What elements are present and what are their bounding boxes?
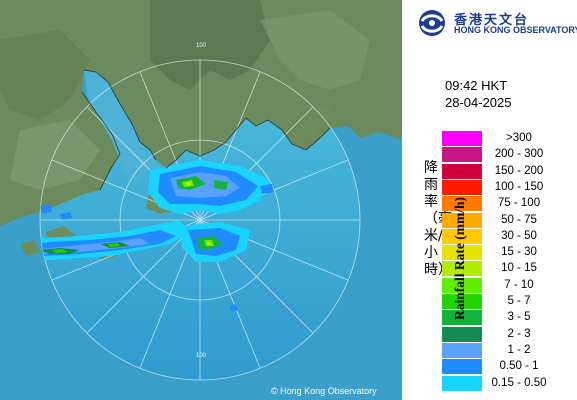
legend-label: 0.15 - 0.50	[491, 376, 547, 389]
legend-label: 5 - 7	[507, 295, 531, 307]
hko-logo-icon	[419, 10, 445, 36]
legend-swatch	[442, 196, 482, 212]
legend-label: 15 - 30	[501, 246, 537, 259]
legend-swatch	[442, 277, 482, 293]
legend-swatch	[442, 375, 482, 391]
legend-swatch	[442, 179, 482, 195]
observation-date: 28-04-2025	[445, 95, 512, 110]
legend-swatch	[442, 228, 482, 244]
legend-label: 2 - 3	[507, 327, 531, 340]
observation-time: 09:42 HKT	[445, 78, 508, 93]
legend-label: 3 - 5	[507, 311, 531, 324]
legend-title-english: Rainfall Rate (mm/h)	[452, 197, 467, 320]
legend-swatch	[442, 245, 482, 261]
legend-swatch	[442, 212, 482, 228]
legend-label: 150 - 200	[494, 164, 544, 177]
legend-swatch	[442, 326, 482, 342]
range-grid	[39, 59, 361, 381]
legend-swatch	[442, 359, 482, 375]
rain-echoes	[40, 160, 274, 312]
legend-swatch	[442, 310, 482, 326]
pearl-river-estuary	[84, 70, 156, 180]
copyright-text: © Hong Kong Observatory	[271, 386, 377, 396]
coastlines	[81, 69, 331, 191]
legend-label: 7 - 10	[504, 278, 534, 291]
legend-swatch	[442, 294, 482, 309]
legend-label: 75 - 100	[497, 197, 541, 210]
legend-label: 200 - 300	[494, 148, 544, 161]
radar-map: 100 100 © Hong Kong Observatory	[0, 0, 402, 400]
legend-swatch	[442, 163, 482, 179]
legend-label: 50 - 75	[501, 213, 537, 226]
logo-name-english: HONG KONG OBSERVATORY	[454, 25, 577, 35]
legend-label: >300	[506, 132, 532, 144]
legend-title-chinese: 降雨率（毫米/小時）	[424, 160, 452, 278]
logo-name-chinese: 香港天文台	[454, 13, 530, 28]
legend-swatch	[442, 131, 482, 146]
legend-panel	[402, 0, 577, 400]
legend-swatch	[442, 261, 482, 277]
legend-label: 30 - 50	[501, 229, 537, 242]
legend-swatch	[442, 147, 482, 163]
range-label-north: 100	[196, 43, 207, 49]
legend-label: 100 - 150	[494, 180, 544, 193]
legend-swatch	[442, 342, 482, 358]
legend-label: 1 - 2	[507, 343, 531, 356]
range-label-south: 100	[196, 353, 207, 359]
legend-label: 10 - 15	[501, 262, 537, 275]
legend-label: 0.50 - 1	[499, 360, 539, 373]
